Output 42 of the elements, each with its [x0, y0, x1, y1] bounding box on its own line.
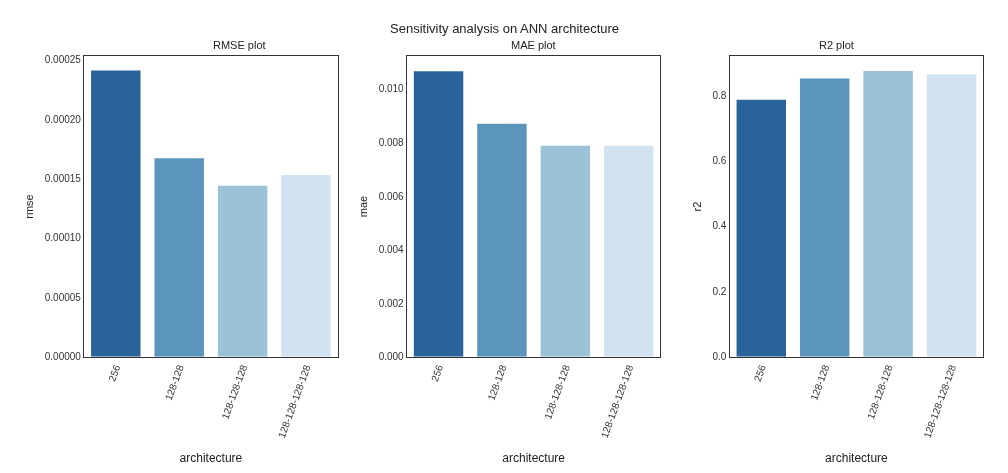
bar [477, 123, 527, 357]
y-tick-label: 0.6 [712, 155, 727, 167]
y-tick-label: 0.8 [712, 89, 727, 101]
y-tick-label: 0.00015 [44, 173, 82, 185]
y-tick-label: 0.002 [378, 297, 405, 309]
x-axis-title: architecture [825, 451, 889, 466]
chart-title: RMSE plot [213, 39, 266, 51]
x-tick-label: 256 [751, 363, 769, 383]
y-tick-label: 0.00020 [44, 113, 82, 125]
bar [540, 145, 591, 357]
y-tick-label: 0.00000 [44, 351, 82, 363]
y-tick-label: 0.004 [378, 244, 405, 256]
y-tick-label: 0.000 [378, 351, 405, 363]
x-axis-title: architecture [502, 451, 566, 466]
chart-title: MAE plot [511, 39, 556, 51]
bar [413, 71, 464, 357]
bar [926, 74, 977, 357]
x-axis-title: architecture [179, 451, 243, 466]
y-tick-label: 0.2 [712, 285, 727, 297]
y-axis-title: rmse [23, 194, 36, 219]
bar [154, 158, 204, 357]
y-axis-title: mae [357, 195, 370, 218]
y-axis-title: r2 [691, 201, 704, 212]
y-tick-label: 0.010 [378, 83, 405, 95]
bar [604, 145, 654, 357]
y-tick-label: 0.0 [712, 351, 727, 363]
y-tick-label: 0.00025 [44, 54, 82, 66]
bar [91, 70, 141, 357]
bar [281, 175, 331, 357]
bar [863, 70, 913, 357]
x-tick-label: 256 [106, 363, 123, 383]
y-tick-label: 0.4 [712, 220, 727, 232]
bar [736, 99, 787, 357]
bar [217, 185, 268, 357]
y-tick-label: 0.008 [378, 136, 405, 148]
x-tick-label: 256 [429, 363, 446, 383]
y-tick-label: 0.00005 [44, 291, 82, 303]
y-tick-label: 0.006 [378, 190, 405, 202]
bar [799, 78, 850, 357]
y-tick-label: 0.00010 [44, 232, 82, 244]
chart-title: R2 plot [819, 39, 854, 51]
text: Sensitivity analysis on ANN architecture [390, 21, 620, 36]
